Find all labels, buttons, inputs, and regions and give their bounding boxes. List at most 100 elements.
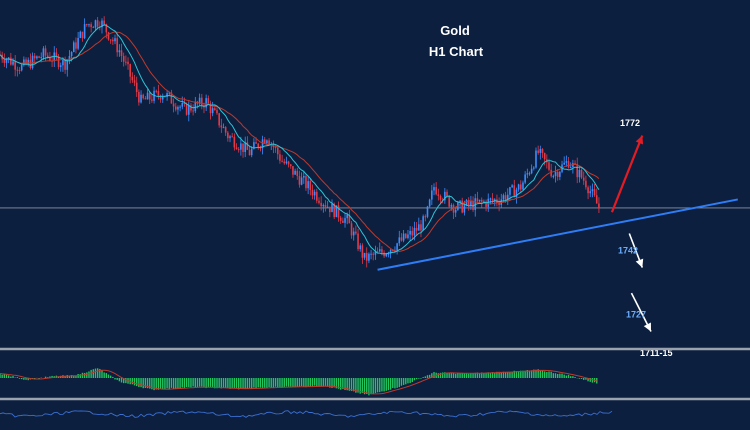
candle-body [211, 108, 214, 114]
macd-bar [281, 378, 283, 388]
candle-body [244, 142, 247, 152]
macd-bar [251, 378, 253, 389]
macd-bar [168, 378, 170, 389]
macd-bar [422, 377, 424, 378]
macd-bar [387, 378, 390, 391]
candle-body [578, 169, 581, 178]
candle-body [565, 161, 568, 163]
macd-bar [246, 378, 249, 389]
candle-body [105, 24, 108, 33]
macd-bar [528, 370, 531, 378]
macd-bar [209, 378, 212, 388]
candle-body [27, 59, 30, 65]
candle-body [381, 249, 383, 253]
candle-body [415, 227, 418, 231]
macd-bar [257, 378, 259, 388]
macd-bar [554, 373, 557, 378]
macd-bar [144, 378, 147, 388]
candle-body [368, 253, 370, 261]
candle-body [214, 108, 216, 111]
candle-body [541, 148, 544, 153]
macd-bar [133, 378, 136, 386]
macd-bar [96, 368, 99, 378]
macd-bar [112, 376, 114, 378]
candle-body [344, 218, 346, 223]
candle-body [77, 37, 79, 49]
macd-bar [485, 372, 487, 378]
candle-body [287, 161, 290, 165]
candle-body [279, 154, 281, 161]
candle-body [520, 184, 522, 190]
candle-body [437, 194, 440, 196]
macd-bar [131, 378, 134, 385]
candle-body [537, 150, 539, 153]
macd-bar [103, 372, 105, 378]
candle-body [439, 195, 442, 200]
candle-body [515, 189, 518, 198]
macd-bar [157, 378, 160, 390]
support-trendline [377, 198, 738, 271]
macd-bar [585, 378, 587, 380]
candle-body [593, 189, 596, 196]
candle-body [107, 32, 110, 40]
macd-bar [194, 378, 196, 388]
oscillator-line [0, 410, 613, 418]
candle-body [463, 205, 466, 213]
candle-body [511, 185, 513, 188]
candle-body [533, 167, 535, 169]
candle-body [181, 102, 184, 107]
candle-body [246, 142, 249, 150]
candle-body [209, 103, 212, 114]
macd-bar [476, 372, 479, 378]
macd-bar [496, 371, 498, 378]
macd-bar [99, 368, 101, 378]
candle-body [498, 202, 500, 205]
macd-bar [468, 373, 470, 378]
macd-bar [530, 370, 533, 378]
macd-bar [450, 372, 453, 378]
macd-bar [285, 378, 288, 387]
macd-bar [526, 370, 529, 378]
macd-bar [218, 378, 220, 388]
candle-body [311, 189, 314, 196]
macd-bar [548, 371, 550, 378]
candle-body [235, 147, 238, 150]
candle-body [524, 174, 526, 183]
projection-arrows [610, 135, 652, 332]
candle-body [79, 31, 82, 38]
macd-bar [407, 378, 409, 384]
macd-bar [51, 375, 53, 378]
macd-signal-line [0, 369, 597, 395]
candle-body [148, 92, 151, 100]
macd-bar [405, 378, 407, 385]
candle-body [38, 56, 40, 58]
candle-body [552, 175, 555, 177]
candle-body [363, 252, 366, 258]
macd-bar [27, 378, 29, 381]
candle-body [83, 24, 86, 39]
macd-bar [376, 378, 379, 393]
macd-bar [357, 378, 359, 393]
candle-body [109, 39, 112, 41]
macd-bar [520, 370, 522, 378]
macd-bar [335, 378, 338, 389]
candle-body [444, 191, 446, 201]
candle-body [582, 177, 585, 181]
macd-bar [344, 378, 346, 391]
macd-bar [5, 374, 8, 378]
candle-body [5, 59, 8, 63]
macd-bar [489, 372, 492, 378]
candle-body [42, 48, 45, 58]
candle-body [66, 60, 69, 70]
macd-bar [92, 369, 95, 378]
macd-bar [329, 378, 331, 388]
candle-body [298, 176, 301, 185]
macd-bar [216, 378, 218, 389]
macd-bar [90, 369, 92, 378]
macd-bar [381, 378, 383, 392]
macd-bar [170, 378, 173, 388]
macd-bar [207, 378, 210, 388]
candle-body [281, 160, 283, 162]
macd-bar [138, 378, 140, 388]
candle-body [164, 96, 166, 98]
